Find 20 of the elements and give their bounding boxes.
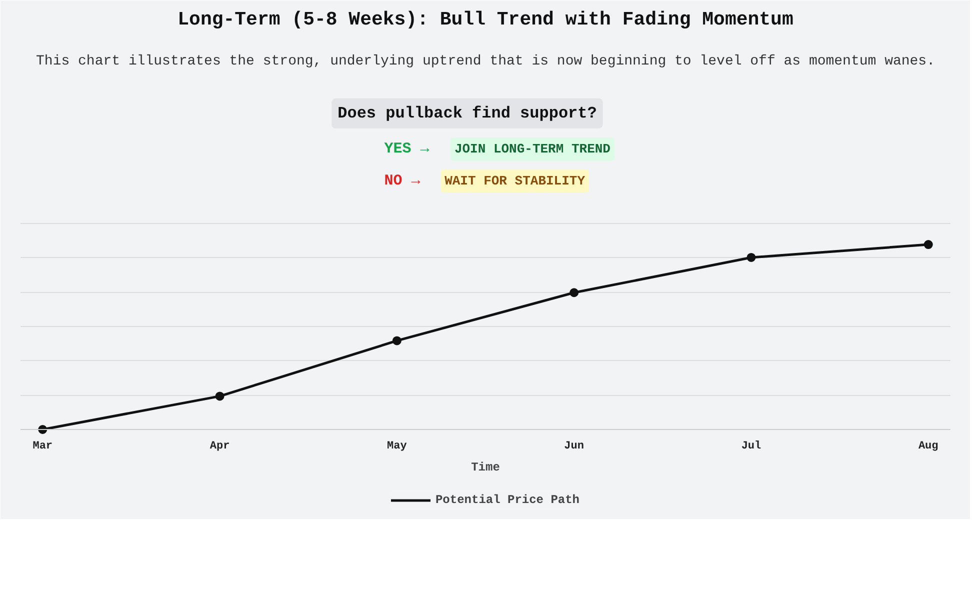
text: NO → xyxy=(384,172,420,190)
text: JOIN LONG-TERM TREND xyxy=(454,142,611,157)
text: YES → xyxy=(384,140,430,158)
text: Does pullback find support? xyxy=(338,104,597,122)
point xyxy=(924,240,933,250)
point xyxy=(392,336,402,346)
x-tick-label: Aug xyxy=(918,440,938,452)
text: WAIT FOR STABILITY xyxy=(444,173,586,188)
chart-subtitle: This chart illustrates the strong, underlying uptrend that is now beginning to level off as momentum wanes. xyxy=(36,54,935,70)
x-tick-label: May xyxy=(387,440,408,452)
point xyxy=(215,392,224,401)
x-tick-label: Apr xyxy=(210,440,230,452)
legend-label: Potential Price Path xyxy=(435,493,580,507)
chart-title: Long-Term (5-8 Weeks): Bull Trend with Fading Momentum xyxy=(178,8,794,30)
x-tick-label: Jul xyxy=(741,440,762,452)
point xyxy=(746,252,756,262)
x-axis-title: Time xyxy=(471,460,500,474)
x-tick-label: Mar xyxy=(32,440,53,452)
point xyxy=(570,288,579,298)
x-tick-label: Jun xyxy=(564,440,584,452)
